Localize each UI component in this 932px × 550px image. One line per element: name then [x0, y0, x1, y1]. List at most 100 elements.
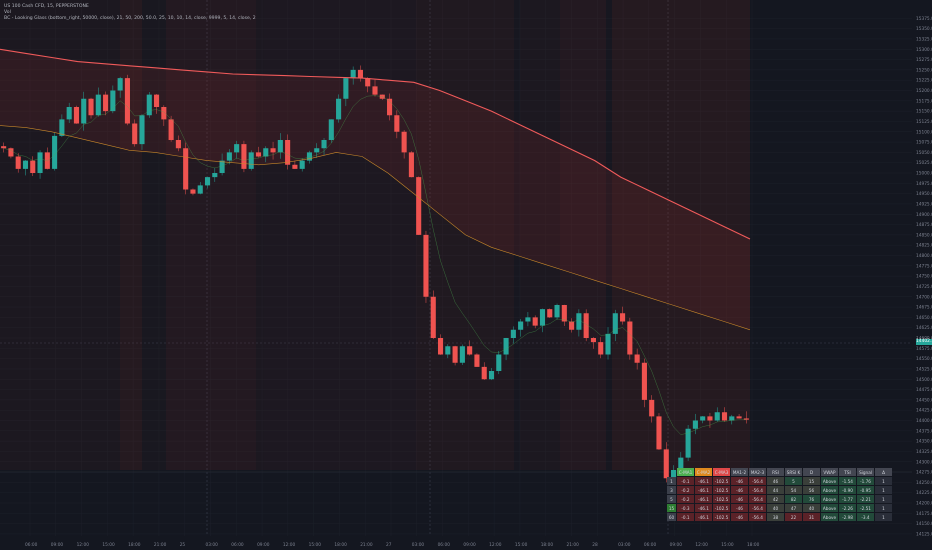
- y-tick-label: 14150.0: [916, 521, 932, 527]
- table-header-cell: TSI: [839, 468, 856, 476]
- candle-body: [37, 152, 43, 173]
- candle-body: [197, 185, 203, 194]
- y-tick-label: 14575.0: [916, 346, 932, 352]
- candle-body: [721, 412, 728, 421]
- table-cell: -1.54: [839, 477, 856, 485]
- candle-body: [350, 69, 356, 79]
- candle-body: [743, 418, 749, 420]
- candle-body: [22, 160, 29, 169]
- y-tick-label: 14800.0: [916, 253, 932, 259]
- table-cell: -0.2: [677, 495, 694, 503]
- table-cell: -102.5: [713, 486, 730, 494]
- table-cell: -102.5: [713, 504, 730, 512]
- x-tick-label: 15:00: [309, 542, 322, 548]
- y-tick-label: 15050.0: [916, 150, 932, 156]
- y-tick-label: 14250.0: [916, 480, 932, 486]
- indicator-table: C-MA1 C-MA2 C-MA3 MA1-2 MA2-3 RSI SRSI K D VWAP T…: [666, 467, 893, 522]
- candle-body: [219, 160, 225, 173]
- y-tick-label: 15300.0: [916, 47, 932, 53]
- x-tick-label: 06:00: [438, 542, 451, 548]
- signal-band: [256, 0, 264, 470]
- candle-body: [255, 152, 262, 157]
- candle-body: [678, 457, 684, 470]
- y-tick-label: 14425.0: [916, 408, 932, 414]
- x-tick-label: 15:00: [102, 542, 115, 548]
- candle-body: [248, 152, 254, 169]
- candle-body: [66, 107, 72, 120]
- candle-body: [649, 399, 655, 417]
- candle-body: [132, 123, 138, 145]
- candle-body: [292, 164, 298, 169]
- x-tick-label: 03:00: [206, 542, 219, 548]
- y-tick-label: 14850.0: [916, 232, 932, 238]
- table-cell: -1.76: [857, 477, 874, 485]
- y-tick-label: 14825.0: [916, 243, 932, 249]
- table-cell: -56.4: [749, 477, 766, 485]
- x-tick-label: 15:00: [721, 542, 734, 548]
- y-tick-label: 14325.0: [916, 449, 932, 455]
- table-cell: -0.3: [677, 504, 694, 512]
- x-tick-label: 06:00: [644, 542, 657, 548]
- candle-body: [620, 313, 626, 322]
- x-tick-label: 28: [592, 542, 598, 548]
- timeframe-label: 60: [667, 513, 676, 521]
- table-cell: -3.4: [857, 513, 874, 521]
- table-cell: 54: [785, 486, 802, 494]
- candle-body: [561, 305, 567, 322]
- y-tick-label: 15350.0: [916, 26, 932, 32]
- table-cell: 31: [803, 513, 820, 521]
- candle-body: [146, 94, 152, 116]
- signal-band: [520, 0, 560, 470]
- table-header-cell: C-MA3: [713, 468, 730, 476]
- volume-line[interactable]: Vol: [4, 10, 11, 15]
- candle-body: [124, 78, 130, 124]
- y-tick-label: 14125.0: [916, 531, 932, 537]
- x-tick-label: 12:00: [489, 542, 502, 548]
- y-tick-label: 14750.0: [916, 274, 932, 280]
- candle-body: [299, 160, 305, 169]
- candle-body: [110, 90, 116, 112]
- table-cell: -102.5: [713, 477, 730, 485]
- candle-body: [401, 131, 407, 153]
- candle-body: [30, 160, 36, 173]
- table-cell: Above: [821, 495, 838, 503]
- x-tick-label: 06:00: [25, 542, 38, 548]
- candle-body: [321, 140, 327, 149]
- y-tick-label: 15000.0: [916, 171, 932, 177]
- table-cell: 40: [767, 504, 784, 512]
- x-tick-label: 12:00: [695, 542, 708, 548]
- table-cell: -56.4: [749, 504, 766, 512]
- candle-body: [634, 354, 640, 363]
- signal-band: [166, 0, 256, 470]
- candle-body: [103, 94, 109, 112]
- candle-body: [139, 115, 145, 145]
- table-cell: -46: [731, 486, 748, 494]
- x-tick-label: 27: [386, 542, 392, 548]
- time-axis: 06:00 09:00 12:00 15:00 18:00 21:00 25 03:00 06:…: [25, 542, 760, 548]
- signal-band: [264, 0, 416, 470]
- table-cell: 5: [785, 477, 802, 485]
- candle-body: [88, 98, 94, 116]
- y-tick-label: 14525.0: [916, 366, 932, 372]
- candle-body: [357, 69, 363, 79]
- table-cell: 47: [785, 504, 802, 512]
- symbol-line[interactable]: US 100 Cash CFD, 15, PEPPERSTONE: [4, 4, 89, 9]
- chart-grid: [0, 0, 912, 536]
- table-cell: -46.1: [695, 504, 712, 512]
- candle-body: [387, 98, 393, 116]
- candle-body: [314, 148, 320, 153]
- table-header-row: C-MA1 C-MA2 C-MA3 MA1-2 MA2-3 RSI SRSI K D VWAP T…: [667, 468, 892, 476]
- table-row: 1 -0.1 -46.1 -102.5 -46 -56.4 46 5 15 Above -1.54-…: [667, 477, 892, 485]
- candle-body: [44, 152, 50, 169]
- candle-body: [234, 144, 240, 153]
- candle-body: [576, 313, 582, 330]
- table-cell: 1: [875, 486, 892, 494]
- candle-body: [532, 317, 538, 326]
- candle-body: [277, 140, 283, 153]
- candle-body: [656, 416, 662, 450]
- ma-cloud: [0, 49, 750, 330]
- indicator-line[interactable]: BC - Looking Glass (bottom_right, 50000,…: [4, 16, 256, 21]
- signal-band: [0, 0, 120, 470]
- candle-body: [692, 420, 698, 429]
